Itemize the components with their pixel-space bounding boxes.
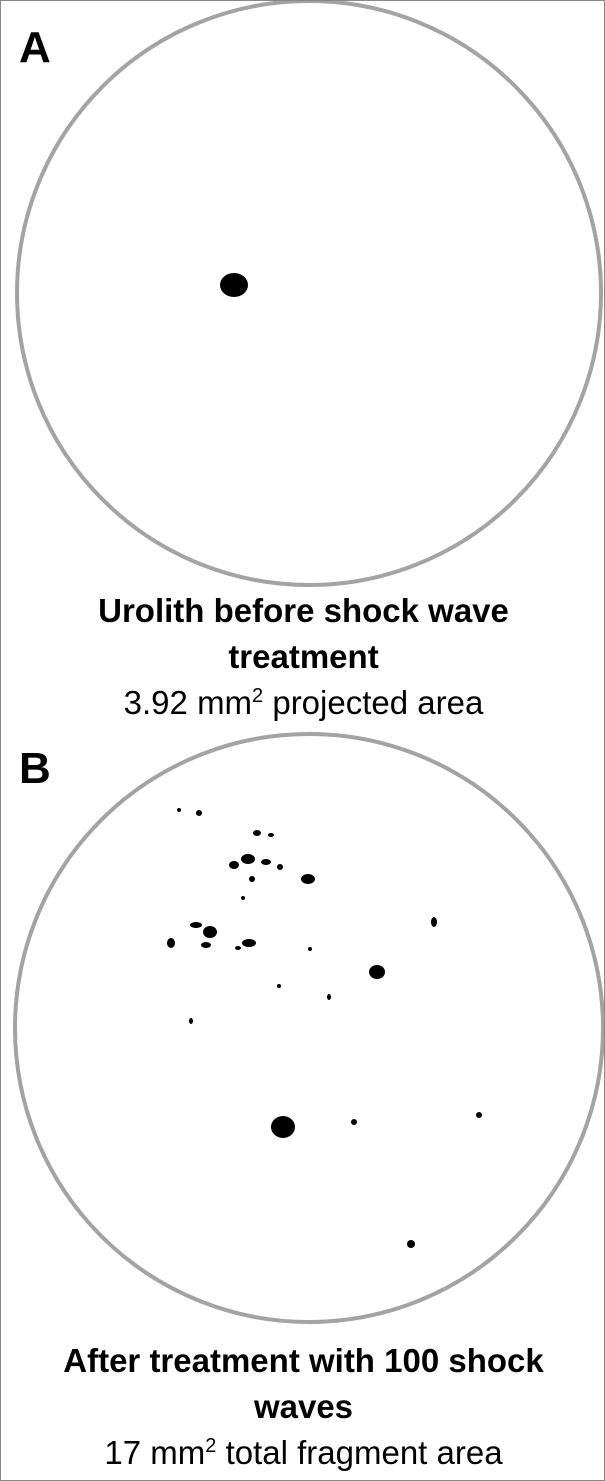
caption: Urolith before shock wave treatment 3.92… [21,588,586,726]
area-text: total fragment area [226,1434,503,1471]
caption-title: After treatment with 100 shock waves [21,1338,586,1430]
caption-area: 3.92 mm2 projected area [21,680,586,726]
fragments [167,808,482,1248]
area-unit: mm [197,684,252,721]
unit-power: 2 [252,685,263,707]
dish-b [15,734,603,1322]
figure-art [1,1,605,1481]
panel-label: B [19,744,51,794]
urolith [220,273,248,297]
caption-area: 17 mm2 total fragment area [21,1430,586,1476]
area-unit: mm [150,1434,205,1471]
area-text: projected area [272,684,483,721]
unit-power: 2 [205,1435,216,1457]
caption-title: Urolith before shock wave treatment [21,588,586,680]
caption: After treatment with 100 shock waves 17 … [21,1338,586,1476]
panel-label: A [19,23,51,73]
figure: A Urolith before shock wave treatment 3.… [0,0,605,1481]
area-value: 3.92 [124,684,188,721]
area-value: 17 [104,1434,141,1471]
dish-a [17,1,601,585]
